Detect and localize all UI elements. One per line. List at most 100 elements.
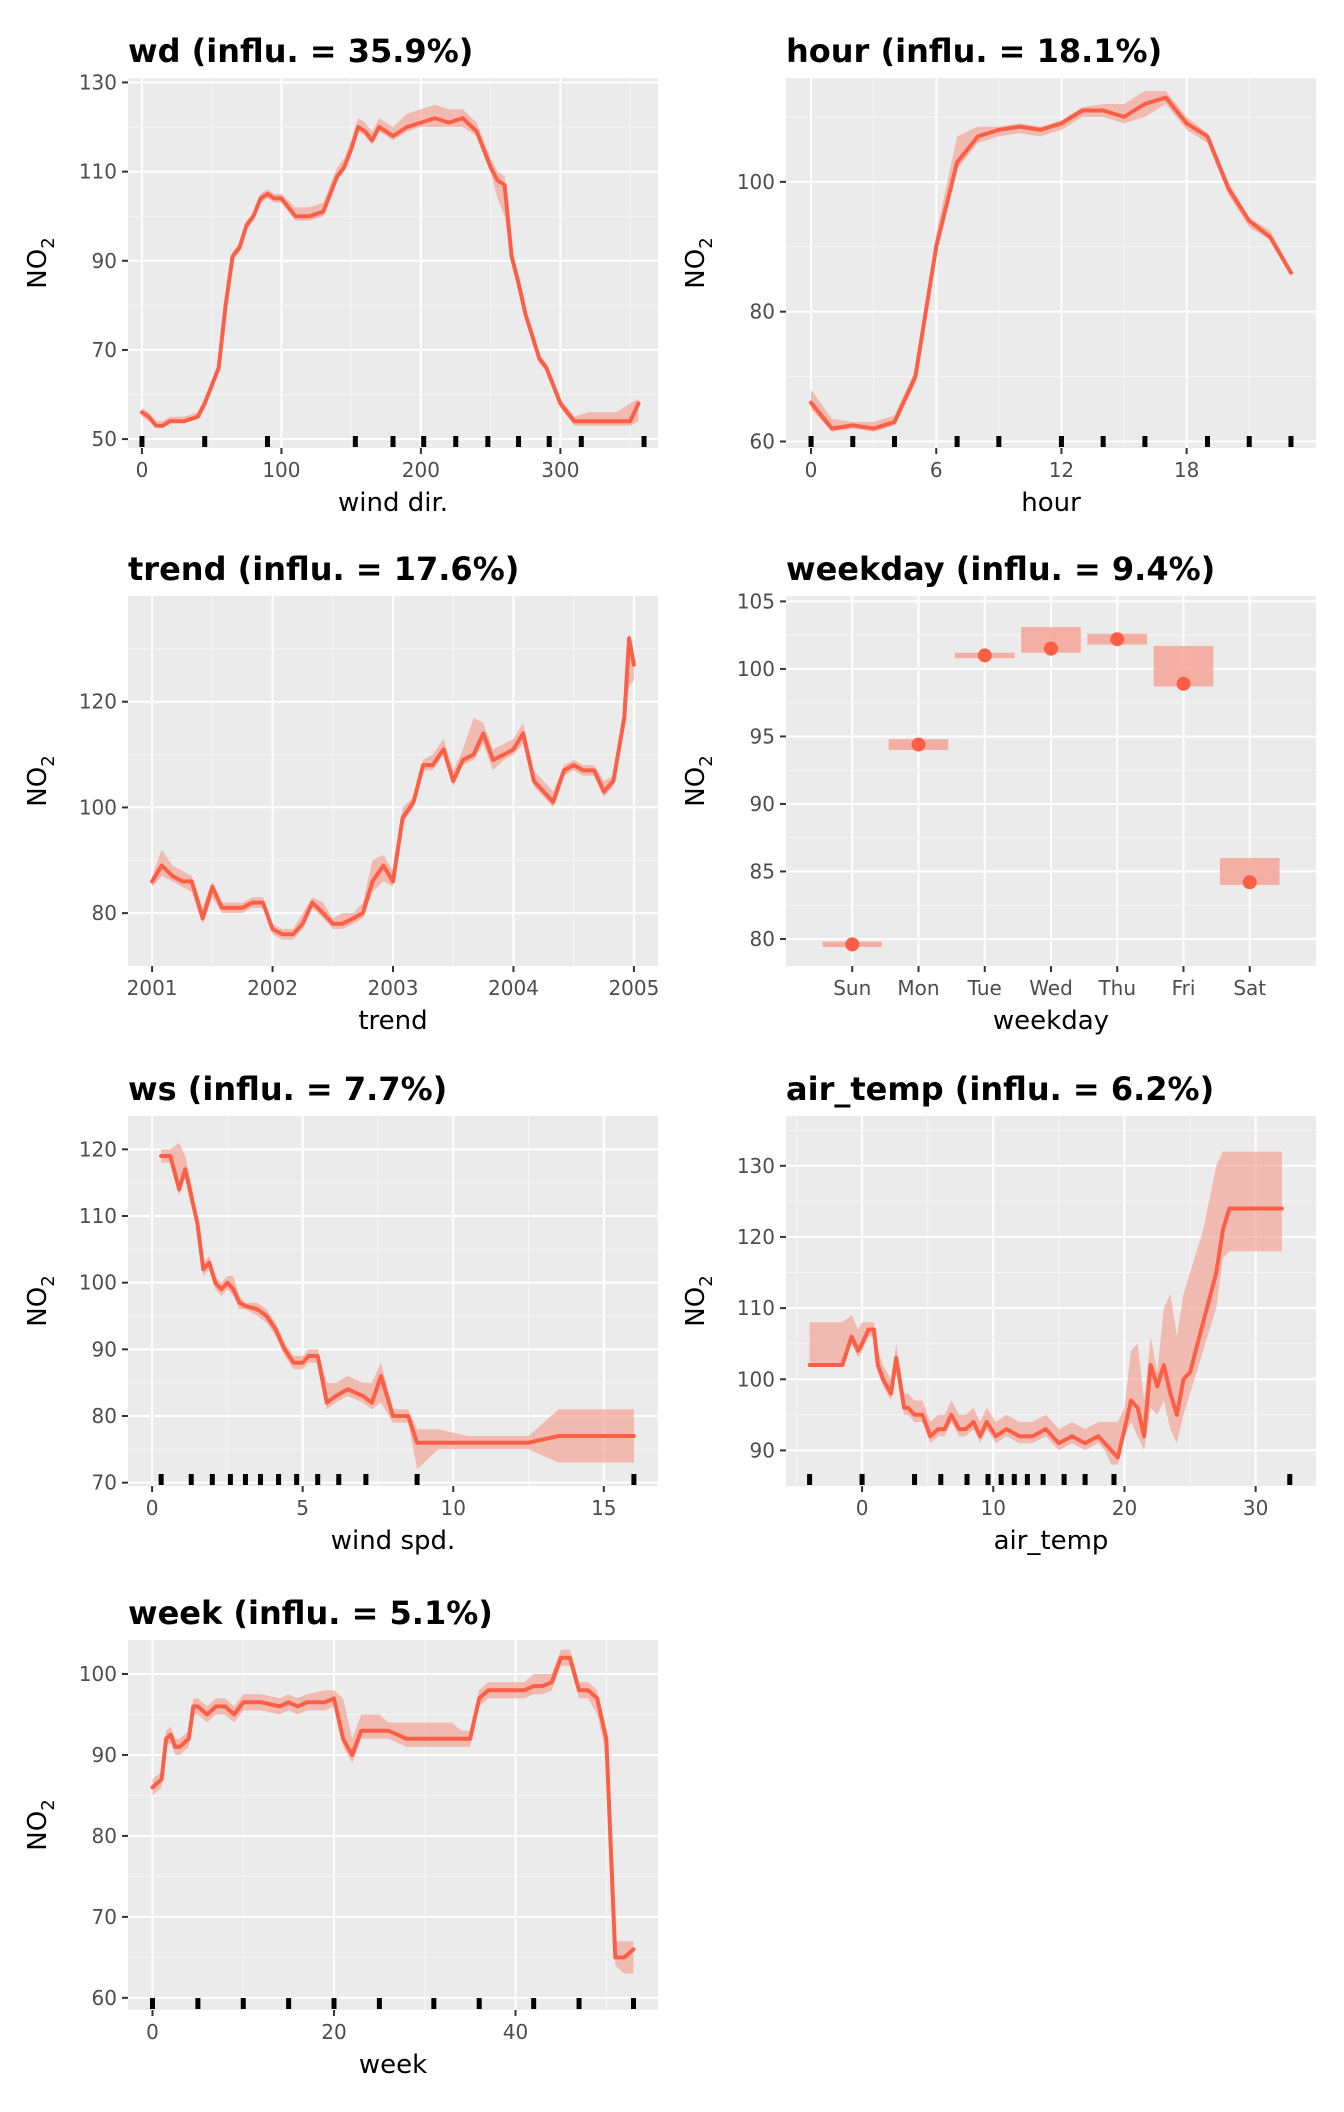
y-tick-label: 110 [79, 160, 117, 184]
x-tick-label: Fri [1172, 976, 1196, 1000]
y-axis-title-subscript: 2 [38, 1275, 59, 1286]
x-axis-title: week [359, 2050, 427, 2080]
x-tick-label: 12 [1049, 458, 1074, 482]
panel-title: weekday (influ. = 9.4%) [786, 550, 1215, 588]
x-tick-label: 2002 [247, 976, 298, 1000]
y-axis-title-subscript: 2 [38, 237, 59, 248]
y-axis-title-main: NO [681, 767, 711, 807]
x-tick-label: 2001 [127, 976, 178, 1000]
y-axis-title-subscript: 2 [38, 755, 59, 766]
y-tick-label: 130 [79, 70, 117, 94]
y-axis-title: NO2 [23, 1275, 59, 1326]
x-tick-label: Sun [833, 976, 871, 1000]
rug-mark [892, 436, 898, 447]
chart-panel-7: 0 20 40 60 70 80 90 100 week (influ. = 5.1%) week… [23, 1594, 658, 2080]
y-tick-label: 100 [737, 170, 775, 194]
rug-mark [998, 1474, 1004, 1485]
chart-panel-6: 0 10 20 30 90 100 110 120 130 air_temp (influ. = … [681, 1070, 1316, 1556]
rug-mark [294, 1474, 300, 1485]
rug-mark [336, 1474, 342, 1485]
rug-mark [631, 1474, 637, 1485]
rug-mark [630, 1998, 636, 2009]
x-tick-label: 2004 [488, 976, 539, 1000]
y-tick-label: 80 [750, 927, 775, 951]
y-axis-title-main: NO [23, 1811, 53, 1851]
x-axis-title: wind spd. [331, 1526, 456, 1556]
y-tick-label: 90 [92, 1337, 117, 1361]
rug-mark [431, 1998, 437, 2009]
rug-mark [1100, 436, 1106, 447]
rug-mark [938, 1474, 944, 1485]
rug-mark [476, 1998, 482, 2009]
y-axis-title-main: NO [23, 249, 53, 289]
x-tick-label: 40 [503, 2020, 528, 2044]
x-tick-label: 18 [1174, 458, 1199, 482]
x-tick-label: 0 [146, 2020, 159, 2044]
x-tick-label: 2003 [368, 976, 419, 1000]
y-axis-title-subscript: 2 [696, 755, 717, 766]
panel-title: trend (influ. = 17.6%) [128, 550, 519, 588]
rug-mark [158, 1474, 164, 1485]
y-tick-label: 70 [92, 1905, 117, 1929]
rug-mark [258, 1474, 263, 1485]
chart-panel-4: Sun Mon Tue Wed Thu Fri Sat 80 85 90 95 100 105 weekd… [681, 550, 1316, 1036]
rug-mark [276, 1474, 282, 1485]
rug-mark [964, 1474, 970, 1485]
rug-mark [240, 1998, 246, 2009]
y-axis-title-subscript: 2 [696, 1275, 717, 1286]
rug-mark [1287, 1474, 1293, 1485]
rug-mark [578, 436, 584, 447]
y-tick-label: 90 [750, 792, 775, 816]
rug-mark [286, 1998, 292, 2009]
rug-mark [227, 1474, 233, 1485]
y-tick-label: 90 [92, 249, 117, 273]
y-tick-label: 60 [750, 430, 775, 454]
x-tick-label: 0 [805, 458, 818, 482]
y-tick-label: 90 [92, 1743, 117, 1767]
x-tick-label: Mon [897, 976, 939, 1000]
series-line [150, 636, 636, 937]
x-tick-label: 2005 [608, 976, 659, 1000]
rug-mark [1058, 436, 1064, 447]
panel-title: ws (influ. = 7.7%) [128, 1070, 447, 1108]
x-tick-label: Wed [1029, 976, 1073, 1000]
confidence-ribbon [809, 1151, 1282, 1465]
series-line [139, 116, 641, 428]
rug-mark [414, 1474, 420, 1485]
x-tick-label: 10 [981, 1496, 1006, 1520]
panel-title: wd (influ. = 35.9%) [128, 32, 473, 70]
series-line [809, 95, 1293, 431]
x-tick-label: 6 [930, 458, 943, 482]
rug-mark [150, 1998, 156, 2009]
rug-mark [421, 436, 427, 447]
y-tick-label: 110 [79, 1204, 117, 1228]
y-tick-label: 100 [737, 1367, 775, 1391]
y-tick-label: 100 [79, 1662, 117, 1686]
x-tick-label: Tue [967, 976, 1002, 1000]
y-axis-title: NO2 [23, 755, 59, 806]
x-axis-title: trend [358, 1006, 427, 1036]
rug-mark [376, 1998, 382, 2009]
y-tick-label: 100 [737, 657, 775, 681]
y-tick-label: 60 [92, 1986, 117, 2010]
data-point [1110, 632, 1125, 647]
rug-mark [352, 436, 358, 447]
chart-panel-3: 2001 2002 2003 2004 2005 80 100 120 trend (influ… [23, 550, 659, 1036]
panel-title: week (influ. = 5.1%) [128, 1594, 493, 1632]
chart-panel-2: 0 6 12 18 60 80 100 hour (influ. = 18.1%) hour NO… [681, 32, 1316, 518]
x-tick-label: 0 [856, 1496, 869, 1520]
panel-background [786, 78, 1316, 448]
y-tick-label: 120 [737, 1225, 775, 1249]
data-point [911, 737, 926, 752]
rug-mark [576, 1998, 582, 2009]
x-tick-label: 10 [441, 1496, 466, 1520]
rug-mark [485, 436, 491, 447]
rug-mark [641, 436, 647, 447]
x-tick-label: 0 [146, 1496, 159, 1520]
series-line [807, 1206, 1284, 1460]
y-tick-label: 80 [92, 1824, 117, 1848]
x-tick-label: 5 [296, 1496, 309, 1520]
x-tick-label: 30 [1243, 1496, 1268, 1520]
panel-title: hour (influ. = 18.1%) [786, 32, 1162, 70]
x-axis-title: wind dir. [338, 488, 448, 518]
